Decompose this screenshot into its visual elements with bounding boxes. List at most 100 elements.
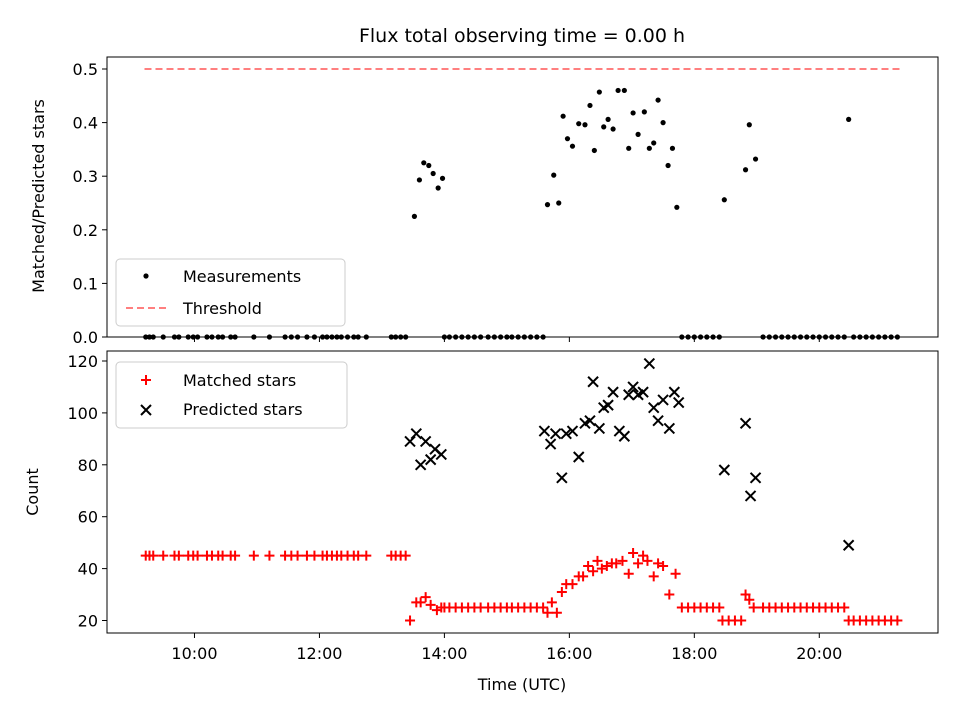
matched-star-point bbox=[744, 594, 755, 605]
matched-star-point bbox=[405, 615, 416, 626]
matched-star-point bbox=[736, 615, 747, 626]
legend-measurements-label: Measurements bbox=[183, 267, 301, 286]
predicted-star-point bbox=[419, 435, 432, 448]
matched-star-point bbox=[633, 558, 644, 569]
top-legend: Measurements Threshold bbox=[115, 258, 346, 327]
y-tick-label: 40 bbox=[78, 560, 98, 579]
matched-star-point bbox=[425, 599, 436, 610]
predicted-star-point bbox=[842, 539, 855, 551]
predicted-star-point bbox=[618, 430, 631, 442]
legend-threshold-label: Threshold bbox=[182, 299, 262, 318]
matched-star-point bbox=[556, 586, 567, 597]
matched-star-point bbox=[628, 548, 639, 559]
matched-star-point bbox=[638, 550, 649, 561]
matched-star-point bbox=[248, 550, 259, 561]
measurement-point bbox=[621, 87, 627, 94]
legend-predicted-label: Predicted stars bbox=[183, 400, 303, 419]
predicted-star-point bbox=[602, 399, 614, 411]
predicted-star-point bbox=[663, 422, 676, 435]
measurement-point bbox=[626, 145, 632, 151]
predicted-star-point bbox=[410, 427, 422, 440]
measurement-point bbox=[742, 167, 749, 173]
matched-star-point bbox=[192, 550, 203, 561]
predicted-star-point bbox=[544, 438, 557, 450]
matched-star-point bbox=[148, 550, 159, 561]
measurement-point bbox=[635, 131, 641, 137]
bottom-plot-frame bbox=[106, 350, 939, 634]
matched-star-point bbox=[230, 550, 241, 561]
measurement-point bbox=[655, 97, 661, 103]
measurement-point bbox=[556, 200, 562, 206]
predicted-star-point bbox=[435, 448, 447, 461]
matched-star-point bbox=[839, 602, 850, 613]
predicted-star-point bbox=[566, 425, 579, 437]
predicted-star-point bbox=[749, 472, 762, 484]
predicted-star-point bbox=[573, 451, 585, 463]
y-tick-label: 20 bbox=[78, 612, 98, 631]
predicted-star-point bbox=[584, 414, 596, 427]
measurement-point bbox=[587, 102, 593, 109]
matched-star-point bbox=[567, 579, 578, 590]
bottom-legend: Matched stars Predicted stars bbox=[115, 361, 348, 429]
predicted-star-point bbox=[587, 376, 599, 388]
y-tick-label: 100 bbox=[67, 404, 98, 423]
measurement-point bbox=[752, 156, 759, 162]
predicted-star-point bbox=[607, 386, 619, 398]
predicted-star-point bbox=[744, 490, 757, 502]
predicted-star-point bbox=[739, 417, 752, 429]
measurement-point bbox=[560, 113, 566, 119]
predicted-star-point bbox=[404, 435, 416, 448]
top-y-axis-label: Matched/Predicted stars bbox=[29, 99, 48, 293]
predicted-star-point bbox=[560, 427, 572, 440]
matched-star-point bbox=[648, 571, 659, 582]
x-tick-label: 12:00 bbox=[296, 644, 342, 663]
matched-star-point bbox=[173, 550, 184, 561]
top-panel: 0.0 0.1 0.2 0.3 0.4 0.5 bbox=[73, 56, 939, 347]
measurement-point bbox=[721, 197, 727, 203]
matched-star-point bbox=[658, 561, 669, 572]
measurement-point bbox=[601, 124, 607, 130]
matched-star-point bbox=[551, 607, 562, 618]
matched-star-point bbox=[588, 566, 599, 577]
measurement-point bbox=[651, 140, 657, 146]
measurement-point bbox=[439, 175, 446, 181]
y-tick-label: 0.5 bbox=[73, 60, 98, 79]
matched-star-point bbox=[617, 555, 628, 566]
legend-matched-label: Matched stars bbox=[183, 371, 296, 390]
predicted-star-point bbox=[718, 464, 731, 476]
measurement-point bbox=[411, 213, 418, 219]
matched-star-point bbox=[740, 589, 751, 600]
y-tick-label: 60 bbox=[78, 508, 98, 527]
y-tick-label: 0.4 bbox=[73, 114, 98, 133]
legend-matched-marker bbox=[141, 375, 151, 385]
y-tick-label: 0.3 bbox=[73, 167, 98, 186]
measurement-point bbox=[846, 116, 852, 122]
measurement-point bbox=[615, 87, 621, 94]
measurement-point bbox=[646, 145, 652, 151]
x-tick-label: 18:00 bbox=[671, 644, 717, 663]
measurement-point bbox=[416, 177, 423, 183]
matched-star-point bbox=[400, 550, 411, 561]
matched-star-point bbox=[670, 568, 681, 579]
predicted-star-point bbox=[593, 422, 606, 435]
measurement-point bbox=[591, 147, 597, 154]
measurement-point bbox=[426, 162, 432, 169]
chart-title: Flux total observing time = 0.00 h bbox=[359, 25, 685, 47]
predicted-star-point bbox=[538, 425, 551, 437]
matched-star-point bbox=[642, 555, 653, 566]
measurement-point bbox=[564, 136, 571, 142]
legend-predicted-marker bbox=[140, 404, 152, 416]
matched-star-point bbox=[415, 597, 426, 608]
measurement-point bbox=[569, 143, 576, 149]
predicted-star-point bbox=[414, 459, 427, 471]
predicted-star-point bbox=[657, 394, 669, 406]
measurement-point bbox=[435, 185, 441, 191]
matched-star-point bbox=[664, 589, 675, 600]
measurement-point bbox=[746, 122, 752, 128]
bottom-y-axis-label: Count bbox=[23, 468, 42, 516]
x-tick-label: 16:00 bbox=[546, 644, 592, 663]
y-tick-label: 120 bbox=[67, 352, 98, 371]
measurement-point bbox=[430, 170, 436, 177]
predicted-star-point bbox=[652, 414, 664, 427]
